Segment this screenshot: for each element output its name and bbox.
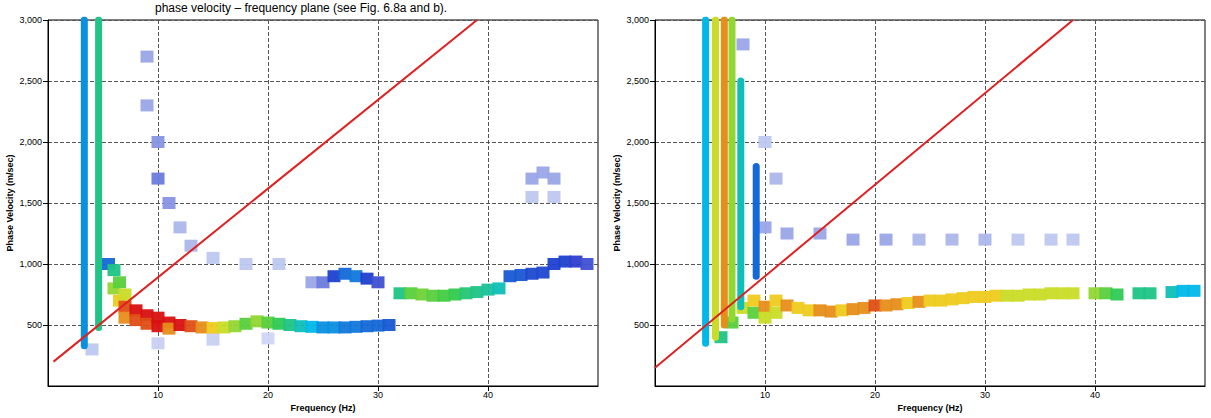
svg-text:500: 500 [634, 320, 649, 330]
svg-text:3,000: 3,000 [19, 15, 42, 25]
svg-text:1,500: 1,500 [19, 198, 42, 208]
svg-text:1,500: 1,500 [626, 198, 649, 208]
svg-text:30: 30 [373, 390, 383, 400]
svg-text:2,500: 2,500 [19, 76, 42, 86]
svg-text:2,000: 2,000 [626, 137, 649, 147]
svg-text:1,000: 1,000 [19, 259, 42, 269]
svg-text:phase velocity – frequency pla: phase velocity – frequency plane (see Fi… [155, 1, 447, 15]
svg-text:Frequency (Hz): Frequency (Hz) [897, 403, 962, 413]
svg-text:2,500: 2,500 [626, 76, 649, 86]
svg-text:40: 40 [1090, 390, 1100, 400]
svg-text:Phase Velocity (m/sec): Phase Velocity (m/sec) [612, 154, 622, 251]
svg-text:3,000: 3,000 [626, 15, 649, 25]
svg-text:30: 30 [980, 390, 990, 400]
svg-text:20: 20 [263, 390, 273, 400]
svg-text:500: 500 [27, 320, 42, 330]
svg-text:10: 10 [153, 390, 163, 400]
svg-text:Phase Velocity (m/sec): Phase Velocity (m/sec) [5, 154, 15, 251]
svg-text:10: 10 [760, 390, 770, 400]
svg-text:20: 20 [870, 390, 880, 400]
svg-text:40: 40 [483, 390, 493, 400]
svg-text:Frequency (Hz): Frequency (Hz) [290, 403, 355, 413]
svg-text:1,000: 1,000 [626, 259, 649, 269]
svg-text:2,000: 2,000 [19, 137, 42, 147]
